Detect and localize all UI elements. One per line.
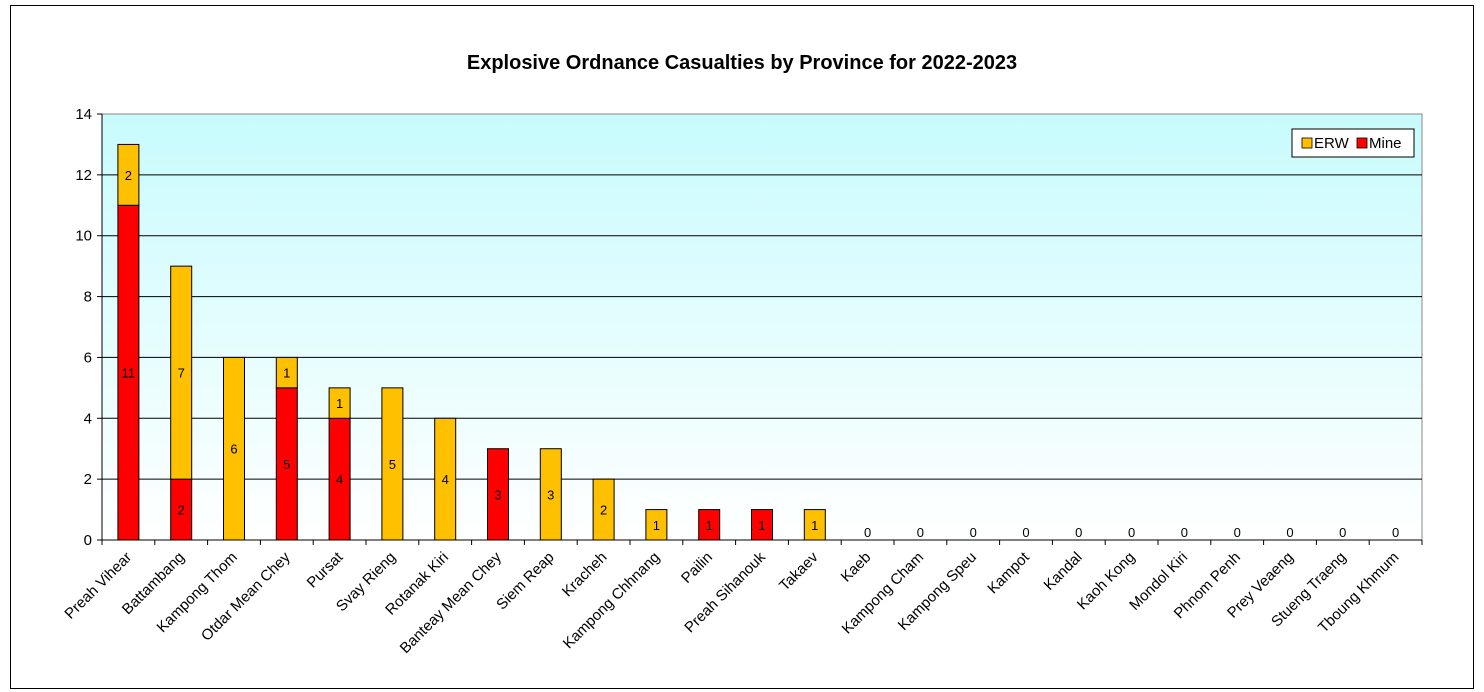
data-label-zero: 0 bbox=[864, 525, 871, 540]
data-label-zero: 0 bbox=[1181, 525, 1188, 540]
data-label-zero: 0 bbox=[1022, 525, 1029, 540]
x-category-label: Pursat bbox=[304, 548, 347, 591]
x-category-label: Kracheh bbox=[559, 549, 611, 601]
x-category-label: Kandal bbox=[1041, 549, 1086, 594]
data-label-erw: 1 bbox=[653, 518, 660, 533]
gridlines bbox=[102, 174, 1422, 480]
x-category-label: Takaev bbox=[776, 548, 822, 594]
data-label-erw: 7 bbox=[178, 366, 185, 381]
data-label-erw: 6 bbox=[230, 442, 237, 457]
data-label-erw: 1 bbox=[811, 518, 818, 533]
data-label-erw: 2 bbox=[600, 503, 607, 518]
data-label-mine: 2 bbox=[178, 503, 185, 518]
y-tick-label: 8 bbox=[84, 289, 92, 306]
y-tick-label: 14 bbox=[75, 106, 92, 123]
data-label-erw: 5 bbox=[389, 457, 396, 472]
data-label-mine: 5 bbox=[283, 457, 290, 472]
legend-box bbox=[1291, 128, 1415, 158]
legend-swatch-erw bbox=[1301, 137, 1313, 149]
y-tick-label: 10 bbox=[75, 228, 92, 245]
data-label-mine: 1 bbox=[706, 518, 713, 533]
bar-erw-pursat bbox=[328, 387, 351, 419]
data-label-zero: 0 bbox=[1075, 525, 1082, 540]
bar-erw-otdar-mean-chey bbox=[275, 356, 298, 389]
y-axis: 0 2 4 6 8 10 12 14 bbox=[75, 106, 103, 549]
x-category-label: Pailin bbox=[678, 549, 716, 587]
data-label-zero: 0 bbox=[970, 525, 977, 540]
y-tick-label: 12 bbox=[75, 167, 92, 184]
data-label-mine: 4 bbox=[336, 472, 343, 487]
data-label-zero: 0 bbox=[1392, 525, 1399, 540]
data-label-mine: 11 bbox=[122, 366, 136, 381]
data-label-zero: 0 bbox=[1339, 525, 1346, 540]
y-tick-label: 0 bbox=[84, 532, 92, 549]
chart-title: Explosive Ordnance Casualties by Provinc… bbox=[466, 52, 1018, 74]
x-category-label: Kaeb bbox=[838, 549, 875, 586]
data-label-mine: 3 bbox=[494, 487, 501, 502]
data-label-zero: 0 bbox=[1128, 525, 1135, 540]
y-tick-label: 6 bbox=[84, 349, 92, 366]
data-label-erw: 3 bbox=[547, 487, 554, 502]
x-category-label: Kampong Chhnang bbox=[560, 549, 663, 652]
x-category-label: Siem Reap bbox=[493, 549, 557, 613]
x-category-label: Kampot bbox=[984, 548, 1033, 597]
data-label-erw: 1 bbox=[336, 396, 343, 411]
data-label-zero: 0 bbox=[1286, 525, 1293, 540]
legend-label-mine: Mine bbox=[1369, 135, 1402, 152]
y-tick-label: 2 bbox=[84, 471, 92, 488]
legend-label-erw: ERW bbox=[1314, 135, 1350, 152]
data-label-zero: 0 bbox=[917, 525, 924, 540]
plot-area bbox=[101, 113, 1423, 541]
data-label-erw: 4 bbox=[442, 472, 449, 487]
bars bbox=[117, 143, 826, 541]
y-tick-label: 4 bbox=[84, 410, 92, 427]
legend-swatch-mine bbox=[1356, 137, 1368, 149]
data-label-mine: 1 bbox=[758, 518, 765, 533]
x-category-label: Otdar Mean Chey bbox=[198, 548, 294, 644]
data-label-erw: 2 bbox=[125, 168, 132, 183]
data-label-erw: 1 bbox=[283, 366, 290, 381]
bar-erw-preah-vihear bbox=[117, 143, 140, 206]
bar-erw-battambang bbox=[170, 265, 193, 480]
legend: ERW Mine bbox=[1291, 128, 1415, 158]
data-label-zero: 0 bbox=[1234, 525, 1241, 540]
x-category-label: Banteay Mean Chey bbox=[397, 548, 505, 656]
